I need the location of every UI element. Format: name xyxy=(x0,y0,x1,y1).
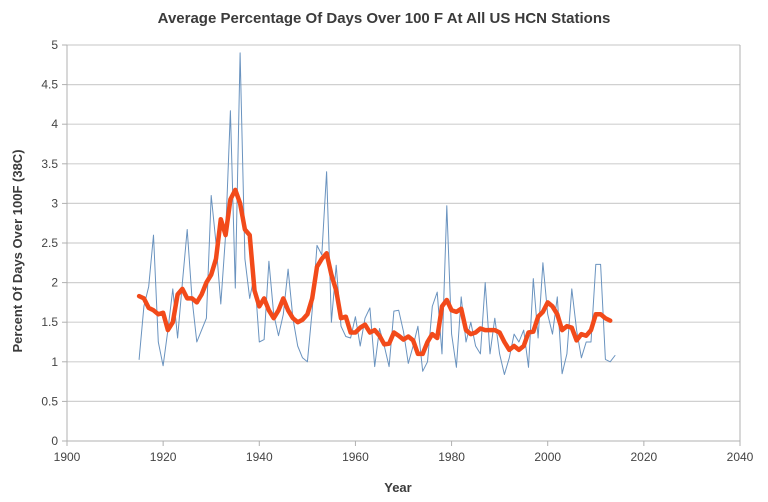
y-tick-label: 4.5 xyxy=(41,78,58,92)
y-tick-label: 0 xyxy=(51,434,58,448)
x-tick-labels: 1900 1920 1940 1960 1980 2000 2020 2040 xyxy=(54,450,754,464)
x-tick-label: 2020 xyxy=(631,450,658,464)
y-tick-label: 1.5 xyxy=(41,315,58,329)
y-tick-label: 1 xyxy=(51,355,58,369)
x-tick-label: 1980 xyxy=(438,450,465,464)
axes xyxy=(62,44,741,446)
y-tick-label: 3 xyxy=(51,196,58,210)
y-tick-label: 4 xyxy=(51,117,58,131)
chart-title: Average Percentage Of Days Over 100 F At… xyxy=(158,10,611,27)
x-tick-label: 1900 xyxy=(54,450,81,464)
y-tick-label: 2 xyxy=(51,276,58,290)
gridlines xyxy=(67,44,740,402)
x-tick-label: 2000 xyxy=(534,450,561,464)
y-tick-label: 5 xyxy=(51,38,58,52)
x-tick-label: 1920 xyxy=(150,450,177,464)
x-tick-label: 2040 xyxy=(727,450,754,464)
x-axis-title: Year xyxy=(384,480,411,495)
series-line-smoothed xyxy=(136,187,613,357)
y-tick-label: 2.5 xyxy=(41,236,58,250)
y-tick-label: 3.5 xyxy=(41,157,58,171)
series-group xyxy=(136,52,616,375)
x-tick-label: 1940 xyxy=(246,450,273,464)
x-tick-label: 1960 xyxy=(342,450,369,464)
series-line-annual xyxy=(138,52,616,375)
y-tick-label: 0.5 xyxy=(41,394,58,408)
y-axis-title: Percent Of Days Over 100F (38C) xyxy=(10,149,25,352)
y-tick-labels: 0 0.5 1 1.5 2 2.5 3 3.5 4 4.5 5 xyxy=(41,38,58,448)
